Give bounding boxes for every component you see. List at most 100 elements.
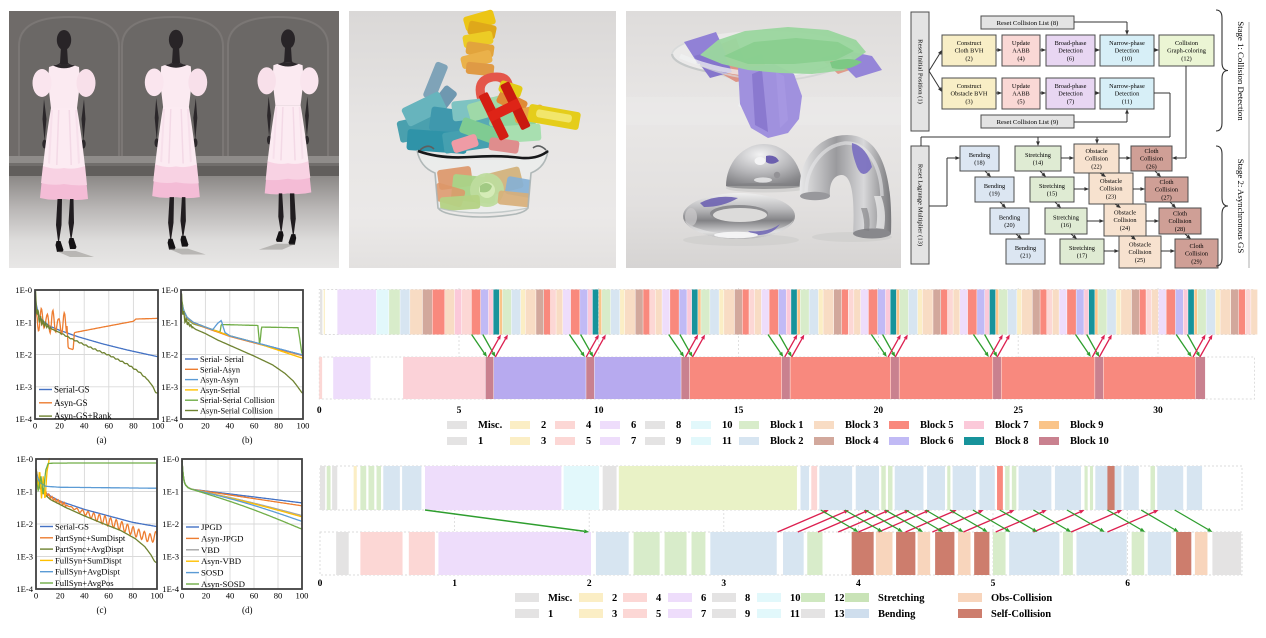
svg-text:Asyn-VBD: Asyn-VBD <box>201 556 241 566</box>
svg-text:Obstacle BVH: Obstacle BVH <box>951 91 988 98</box>
svg-text:1E-0: 1E-0 <box>16 454 33 464</box>
svg-text:5: 5 <box>656 609 661 620</box>
svg-text:PartSync+SumDispt: PartSync+SumDispt <box>55 533 126 543</box>
svg-text:6: 6 <box>701 593 706 604</box>
svg-text:Bending: Bending <box>878 609 916 620</box>
svg-text:0: 0 <box>317 406 322 416</box>
svg-text:Bending: Bending <box>969 152 991 159</box>
svg-text:40: 40 <box>226 591 235 601</box>
svg-text:100: 100 <box>296 591 309 601</box>
svg-text:10: 10 <box>790 593 801 604</box>
svg-text:Block 5: Block 5 <box>920 420 954 431</box>
svg-text:(25): (25) <box>1135 257 1146 264</box>
svg-text:1E-4: 1E-4 <box>15 414 32 424</box>
svg-text:Bending: Bending <box>984 183 1006 190</box>
svg-text:Cloth: Cloth <box>1173 210 1188 217</box>
svg-text:1E-1: 1E-1 <box>16 487 33 497</box>
svg-text:5: 5 <box>457 406 462 416</box>
svg-text:Serial-GS: Serial-GS <box>54 385 90 395</box>
svg-text:3: 3 <box>721 579 726 589</box>
svg-text:Block 7: Block 7 <box>995 420 1029 431</box>
svg-text:7: 7 <box>701 609 706 620</box>
svg-text:1E-4: 1E-4 <box>16 584 33 594</box>
svg-text:9: 9 <box>745 609 750 620</box>
svg-text:Collision: Collision <box>1085 156 1109 163</box>
svg-text:Reset Initial Position (1): Reset Initial Position (1) <box>916 39 923 104</box>
svg-text:Stretching: Stretching <box>1025 152 1052 159</box>
svg-text:Reset Lagrange Multiplier (13): Reset Lagrange Multiplier (13) <box>916 164 923 246</box>
svg-text:Asyn-GS+Rank: Asyn-GS+Rank <box>54 411 112 421</box>
svg-text:(11): (11) <box>1122 99 1132 106</box>
svg-text:Obstacle: Obstacle <box>1085 148 1107 155</box>
svg-text:1E-3: 1E-3 <box>162 552 179 562</box>
svg-text:Stretching: Stretching <box>878 593 925 604</box>
svg-text:Reset Collision List (9): Reset Collision List (9) <box>997 119 1059 126</box>
svg-text:40: 40 <box>226 421 235 431</box>
svg-text:Block 1: Block 1 <box>770 420 804 431</box>
svg-text:0: 0 <box>180 591 184 601</box>
svg-text:1E-3: 1E-3 <box>15 382 32 392</box>
svg-text:10: 10 <box>594 406 604 416</box>
svg-text:Narrow-phase: Narrow-phase <box>1109 40 1145 47</box>
svg-text:100: 100 <box>151 591 164 601</box>
svg-text:(12): (12) <box>1181 56 1192 63</box>
svg-text:Asyn-Serial Collision: Asyn-Serial Collision <box>200 407 274 416</box>
svg-text:Obs-Collision: Obs-Collision <box>991 593 1052 604</box>
svg-text:JPGD: JPGD <box>201 522 222 532</box>
svg-text:Obstacle: Obstacle <box>1114 209 1136 216</box>
svg-text:10: 10 <box>722 420 733 431</box>
svg-text:20: 20 <box>55 421 64 431</box>
svg-text:6: 6 <box>1125 579 1130 589</box>
svg-text:Asyn-SOSD: Asyn-SOSD <box>201 579 245 589</box>
svg-text:40: 40 <box>80 421 89 431</box>
svg-text:Reset Collision List (8): Reset Collision List (8) <box>997 20 1059 27</box>
svg-text:(18): (18) <box>974 160 985 167</box>
svg-text:1: 1 <box>452 579 457 589</box>
svg-text:80: 80 <box>274 421 283 431</box>
svg-text:80: 80 <box>129 421 138 431</box>
svg-text:Block 2: Block 2 <box>770 436 804 447</box>
svg-text:Detection: Detection <box>1058 48 1083 55</box>
svg-text:0: 0 <box>33 421 37 431</box>
svg-text:Stretching: Stretching <box>1069 245 1096 252</box>
svg-text:(b): (b) <box>242 435 253 445</box>
svg-text:Asyn-Asyn: Asyn-Asyn <box>200 376 239 385</box>
svg-text:Cloth: Cloth <box>1145 148 1160 155</box>
svg-text:(a): (a) <box>97 435 107 445</box>
svg-text:Serial- Serial: Serial- Serial <box>200 355 245 364</box>
svg-text:60: 60 <box>105 421 114 431</box>
svg-text:(15): (15) <box>1047 191 1058 198</box>
svg-text:(5): (5) <box>1017 99 1024 106</box>
svg-text:Bending: Bending <box>1015 245 1037 252</box>
svg-text:Asyn-JPGD: Asyn-JPGD <box>201 533 244 543</box>
svg-text:SOSD: SOSD <box>201 568 224 578</box>
svg-text:(29): (29) <box>1191 259 1202 266</box>
svg-text:(17): (17) <box>1077 253 1088 260</box>
svg-text:(c): (c) <box>97 605 107 615</box>
svg-text:Self-Collision: Self-Collision <box>991 609 1051 620</box>
svg-text:(28): (28) <box>1175 226 1186 233</box>
svg-text:Detection: Detection <box>1058 91 1083 98</box>
svg-text:100: 100 <box>152 421 165 431</box>
svg-text:0: 0 <box>318 579 323 589</box>
svg-text:60: 60 <box>250 591 259 601</box>
svg-text:Graph-coloring: Graph-coloring <box>1167 48 1207 55</box>
svg-text:Block 3: Block 3 <box>845 420 879 431</box>
svg-text:12: 12 <box>834 593 845 604</box>
svg-text:Cloth BVH: Cloth BVH <box>955 48 984 55</box>
svg-text:1E-4: 1E-4 <box>161 414 178 424</box>
svg-text:Misc.: Misc. <box>478 420 503 431</box>
svg-text:7: 7 <box>631 436 636 447</box>
svg-text:2: 2 <box>612 593 617 604</box>
svg-text:(26): (26) <box>1146 164 1157 171</box>
svg-text:1: 1 <box>478 436 483 447</box>
svg-text:Collision: Collision <box>1185 251 1209 258</box>
svg-text:20: 20 <box>201 421 210 431</box>
svg-text:Serial-GS: Serial-GS <box>55 522 89 532</box>
svg-text:15: 15 <box>734 406 744 416</box>
svg-text:Serial-Serial Collision: Serial-Serial Collision <box>200 396 275 405</box>
svg-text:2: 2 <box>587 579 592 589</box>
svg-text:PartSync+AvgDispt: PartSync+AvgDispt <box>55 544 124 554</box>
svg-text:Collision: Collision <box>1155 187 1179 194</box>
svg-text:FullSyn+AvgDispt: FullSyn+AvgDispt <box>55 567 120 577</box>
